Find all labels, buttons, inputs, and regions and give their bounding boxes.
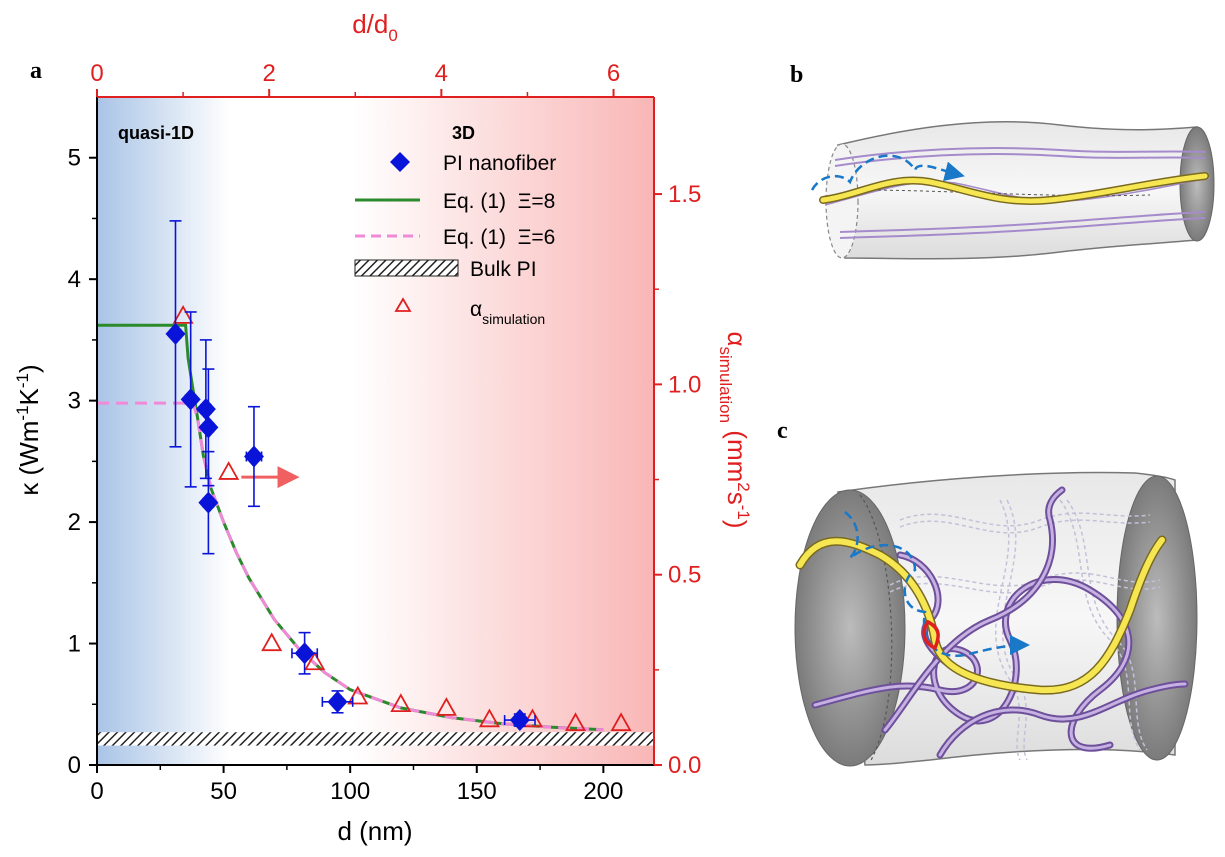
left-tick-label: 5 xyxy=(68,145,81,172)
bottom-tick-label: 50 xyxy=(210,778,237,805)
top-ticks: 0 2 4 6 xyxy=(90,60,620,97)
left-ticks: 0 1 2 3 4 5 xyxy=(68,145,97,779)
top-tick-label: 4 xyxy=(435,60,448,87)
right-tick-label: 0.0 xyxy=(668,752,701,779)
tube-right-cap-b xyxy=(1180,127,1214,241)
region-label-3d: 3D xyxy=(452,123,475,143)
legend-label-xi8: Eq. (1) Ξ=8 xyxy=(443,190,555,213)
legend-swatch-bulk xyxy=(355,260,458,276)
plot-panel-a: quasi-1D 3D 0 50 100 150 200 0 1 2 3 4 5 0 2 4 6 0.0… xyxy=(68,60,702,805)
y-axis-title-left: κ (Wm-1K-1) xyxy=(13,364,44,495)
illustration-c xyxy=(795,472,1197,766)
panel-label-b: b xyxy=(790,62,803,88)
left-tick-label: 2 xyxy=(68,509,81,536)
x-axis-title-bottom: d (nm) xyxy=(337,816,412,846)
bottom-tick-label: 100 xyxy=(330,778,370,805)
top-tick-label: 6 xyxy=(607,60,620,87)
illustration-b xyxy=(812,122,1214,259)
left-tick-label: 0 xyxy=(68,752,81,779)
bottom-tick-label: 0 xyxy=(90,778,103,805)
top-tick-label: 0 xyxy=(90,60,103,87)
plot-background xyxy=(97,97,654,765)
legend-label-bulk: Bulk PI xyxy=(470,258,537,281)
left-tick-label: 1 xyxy=(68,631,81,658)
bottom-ticks: 0 50 100 150 200 xyxy=(90,765,623,805)
legend-label-nanofiber: PI nanofiber xyxy=(443,152,556,175)
left-tick-label: 3 xyxy=(68,388,81,415)
region-label-quasi-1d: quasi-1D xyxy=(118,123,194,143)
x-axis-title-top: d/d0 xyxy=(352,9,398,45)
panel-label-c: c xyxy=(777,418,788,444)
right-ticks: 0.0 0.5 1.0 1.5 xyxy=(654,181,701,779)
top-tick-label: 2 xyxy=(262,60,275,87)
right-tick-label: 1.5 xyxy=(668,181,701,208)
bulk-pi-band xyxy=(98,732,653,745)
panel-label-a: a xyxy=(30,58,42,84)
bottom-tick-label: 150 xyxy=(457,778,497,805)
bottom-tick-label: 200 xyxy=(583,778,623,805)
y-axis-title-right: αsimulation (mm2s-1) xyxy=(716,331,753,528)
right-tick-label: 0.5 xyxy=(668,562,701,589)
left-tick-label: 4 xyxy=(68,266,81,293)
legend-label-xi6: Eq. (1) Ξ=6 xyxy=(443,226,555,249)
right-tick-label: 1.0 xyxy=(668,371,701,398)
